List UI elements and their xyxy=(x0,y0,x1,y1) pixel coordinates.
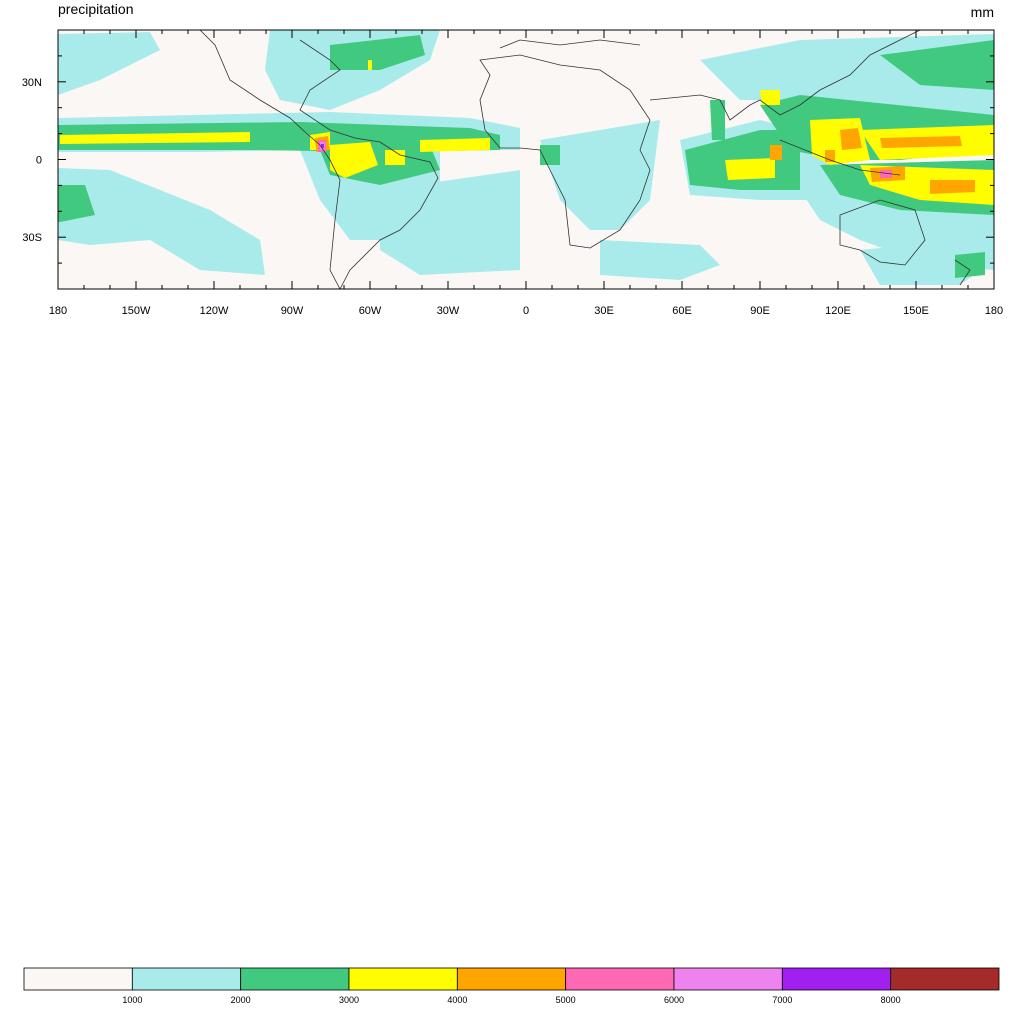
x-tick-label: 150E xyxy=(903,305,929,317)
precipitation-field xyxy=(58,30,994,289)
new-zealand xyxy=(954,259,971,286)
colorbar: 1000 2000 3000 4000 5000 6000 7000 8000 xyxy=(23,967,1000,1005)
x-tick-label: 120W xyxy=(200,305,229,317)
africa-outline xyxy=(479,54,651,249)
colorbar-label: 6000 xyxy=(664,995,684,1005)
x-tick-label: 180 xyxy=(985,305,1003,317)
colorbar-swatch xyxy=(456,967,567,991)
colorbar-label: 4000 xyxy=(447,995,467,1005)
colorbar-swatch xyxy=(890,967,1000,991)
x-axis: 180 150W 120W 90W 60W 30W 0 30E 60E 90E 120E 150E 18… xyxy=(49,30,1003,317)
colorbar-label: 8000 xyxy=(881,995,901,1005)
colorbar-swatch xyxy=(781,967,892,991)
x-tick-label: 30W xyxy=(437,305,460,317)
colorbar-label: 3000 xyxy=(339,995,359,1005)
units-label: mm xyxy=(970,4,994,20)
y-tick-label: 30S xyxy=(22,232,42,244)
colorbar-swatch xyxy=(131,967,242,991)
colorbar-swatch xyxy=(348,967,458,991)
colorbar-label: 2000 xyxy=(231,995,251,1005)
europe-coast xyxy=(499,39,641,49)
colorbar-label: 7000 xyxy=(772,995,792,1005)
map-title: precipitation xyxy=(58,1,134,17)
colorbar-swatch xyxy=(565,967,675,991)
coastlines xyxy=(199,30,971,289)
americas-east-coast xyxy=(299,39,439,289)
x-tick-label: 0 xyxy=(523,305,529,317)
x-tick-label: 150W xyxy=(122,305,151,317)
x-tick-label: 90E xyxy=(750,305,770,317)
y-tick-label: 30N xyxy=(22,77,42,89)
colorbar-swatch xyxy=(673,967,783,991)
asia-coast xyxy=(649,30,921,121)
x-tick-label: 30E xyxy=(594,305,614,317)
colorbar-swatch xyxy=(240,967,350,991)
y-axis: 30N 0 30S xyxy=(22,29,994,290)
x-tick-label: 90W xyxy=(281,305,304,317)
x-tick-label: 60W xyxy=(359,305,382,317)
colorbar-label: 1000 xyxy=(122,995,142,1005)
y-tick-label: 0 xyxy=(36,155,42,167)
australia-outline xyxy=(839,199,926,266)
maritime-continent xyxy=(779,139,901,176)
x-tick-label: 60E xyxy=(672,305,692,317)
americas-west-coast xyxy=(199,30,341,289)
x-tick-label: 120E xyxy=(825,305,851,317)
x-tick-label: 180 xyxy=(49,305,67,317)
colorbar-swatch xyxy=(23,967,133,991)
colorbar-label: 5000 xyxy=(556,995,576,1005)
